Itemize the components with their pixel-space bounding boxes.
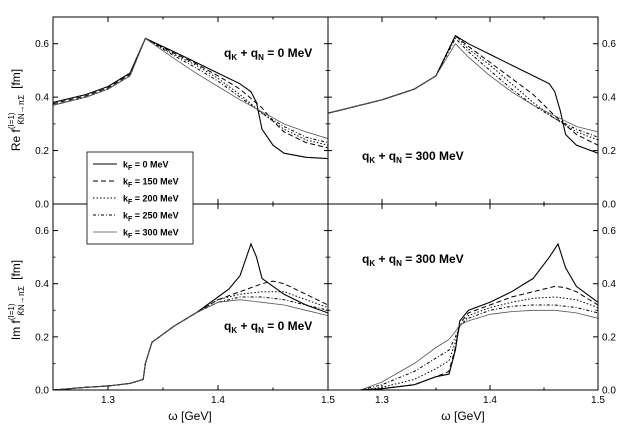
ticks-layer: 0.0 0.0 0.2 0.2 0.4 0.4 0.6 0.6 0.0 0.0 0.2 0.2 0.4 0… (35, 17, 616, 406)
series-line-im-0-3 (53, 296, 328, 390)
panel-im-0 (53, 242, 328, 390)
legend-label: kF = 300 MeV (123, 228, 179, 241)
series-line-im-300-3 (360, 304, 598, 390)
y-tick-label-right: 0.2 (602, 146, 616, 157)
series-line-im-0-2 (53, 291, 328, 390)
y-tick-label-right: 0.4 (602, 279, 616, 290)
y-tick-label-left: 0.0 (35, 386, 49, 397)
series-line-im-0-1 (53, 280, 328, 390)
legend: kF = 0 MeV kF = 150 MeV kF = 200 MeV kF = 2… (86, 151, 194, 245)
series-line-re-300-1 (328, 34, 598, 146)
panel-re-300 (328, 34, 598, 154)
series-line-im-0-4 (53, 299, 328, 390)
y-tick-label-left: 0.4 (35, 279, 49, 290)
x-tick-label: 1.3 (101, 395, 115, 406)
series-line-re-300-3 (328, 37, 598, 138)
x-tick-label: 1.3 (375, 395, 389, 406)
series-line-re-0-1 (53, 37, 328, 149)
y-tick-label-right: 0.0 (602, 200, 616, 211)
y-axis-label-bottom: Im f(I=1)K̄N→πΣ[fm] (7, 260, 26, 340)
series-line-im-300-4 (360, 309, 598, 390)
y-tick-label-left: 0.6 (35, 39, 49, 50)
y-tick-label-right: 0.2 (602, 332, 616, 343)
x-tick-label: 1.5 (321, 395, 335, 406)
panel-im-300 (360, 242, 598, 390)
series-line-re-0-4 (53, 37, 328, 139)
x-axis-label-right: ω [GeV] (441, 409, 484, 423)
annotation-re-0: qK + qN = 0 MeV (224, 46, 312, 62)
annotation-im-300: qK + qN = 300 MeV (362, 252, 464, 268)
x-tick-label: 1.4 (483, 395, 497, 406)
y-tick-label-right: 0.0 (602, 386, 616, 397)
y-tick-label-right: 0.6 (602, 39, 616, 50)
y-tick-label-right: 0.6 (602, 226, 616, 237)
legend-label: kF = 250 MeV (123, 211, 179, 224)
panels-layer (53, 34, 598, 390)
y-tick-label-left: 0.4 (35, 93, 49, 104)
y-tick-label-left: 0.0 (35, 200, 49, 211)
series-line-im-0-0 (53, 242, 328, 390)
series-line-re-0-0 (53, 37, 328, 160)
x-tick-label: 1.5 (591, 395, 605, 406)
svg-text:Im f(I=1)K̄N→πΣ[fm]: Im f(I=1)K̄N→πΣ[fm] (7, 260, 26, 340)
y-tick-label-right: 0.4 (602, 93, 616, 104)
legend-label: kF = 200 MeV (123, 194, 179, 207)
y-tick-label-left: 0.6 (35, 226, 49, 237)
y-axis-label-top: Re f(I=1)K̄N→πΣ[fm] (7, 69, 26, 151)
panel-re-0 (53, 37, 328, 160)
annotations-layer: qK + qN = 0 MeV qK + qN = 300 MeV qK + qN … (224, 46, 464, 335)
svg-text:Re f(I=1)K̄N→πΣ[fm]: Re f(I=1)K̄N→πΣ[fm] (7, 69, 26, 151)
x-tick-label: 1.4 (211, 395, 225, 406)
annotation-im-0: qK + qN = 0 MeV (224, 319, 312, 335)
x-axis-label-left: ω [GeV] (168, 409, 211, 423)
series-line-re-300-0 (328, 34, 598, 154)
legend-label: kF = 150 MeV (123, 177, 179, 190)
series-line-im-300-1 (360, 285, 598, 390)
series-line-re-300-4 (328, 43, 598, 133)
y-tick-label-left: 0.2 (35, 146, 49, 157)
annotation-re-300: qK + qN = 300 MeV (362, 149, 464, 165)
legend-label: kF = 0 MeV (123, 160, 169, 173)
series-line-im-300-2 (360, 296, 598, 390)
y-tick-label-left: 0.2 (35, 332, 49, 343)
